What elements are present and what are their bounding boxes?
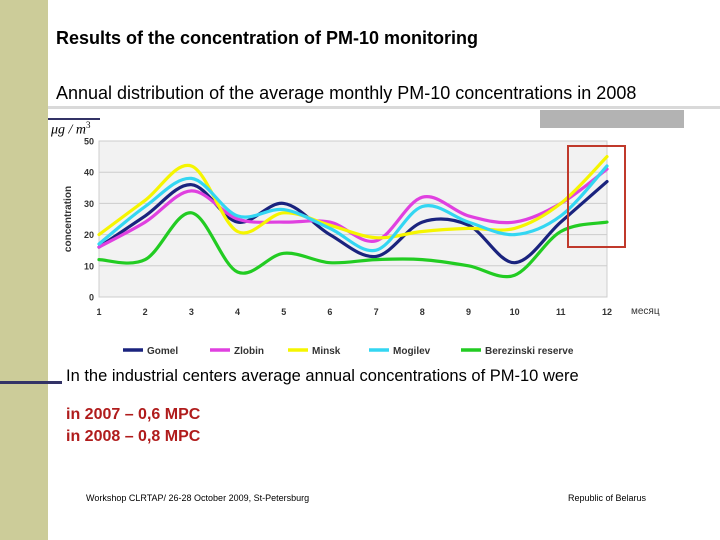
mpc-2007-text: in 2007 – 0,6 MPC [66, 406, 201, 423]
series-line-gomel [97, 180, 609, 265]
x-tick-label: 1 [96, 307, 101, 317]
series-line-berezinski-reserve [97, 211, 609, 279]
x-tick-label: 7 [374, 307, 379, 317]
series-line-minsk [97, 155, 609, 240]
left-accent-line [0, 381, 62, 384]
y-tick-label: 30 [84, 199, 94, 209]
slide-subtitle: Annual distribution of the average month… [56, 83, 637, 103]
x-axis-label: месяц [631, 306, 660, 317]
x-axis-ticks: 1 2 3 4 5 6 7 8 9 10 11 12 [96, 307, 612, 317]
series-lines [97, 155, 609, 279]
chart-legend: Gomel Zlobin Minsk Mogilev Berezinski reserv… [123, 346, 574, 357]
x-tick-label: 3 [189, 307, 194, 317]
header-accent-tick [48, 118, 100, 120]
y-tick-label: 0 [89, 293, 94, 303]
y-axis-label: concentration [63, 186, 74, 252]
legend-label-berezinski-reserve: Berezinski reserve [485, 346, 574, 357]
y-tick-label: 20 [84, 230, 94, 240]
unit-label: μg / m3 [51, 120, 91, 139]
highlight-box [567, 145, 626, 248]
y-axis-ticks: 0 10 20 30 40 50 [84, 137, 94, 303]
y-tick-label: 50 [84, 137, 94, 147]
unit-label-text: μg / m [51, 122, 87, 138]
x-tick-label: 2 [143, 307, 148, 317]
slide-left-accent-bar [0, 0, 48, 540]
legend-label-zlobin: Zlobin [234, 346, 264, 357]
x-tick-label: 11 [556, 307, 566, 317]
x-tick-label: 9 [466, 307, 471, 317]
x-tick-label: 4 [235, 307, 240, 317]
legend-label-mogilev: Mogilev [393, 346, 431, 357]
x-tick-label: 5 [281, 307, 286, 317]
legend-label-minsk: Minsk [312, 346, 341, 357]
footer-country: Republic of Belarus [568, 493, 647, 503]
header-divider [48, 106, 720, 109]
x-tick-label: 6 [327, 307, 332, 317]
x-tick-label: 10 [510, 307, 520, 317]
unit-label-exponent: 3 [86, 120, 91, 130]
header-accent-box [540, 110, 684, 128]
footer-workshop: Workshop CLRTAP/ 26-28 October 2009, St-… [86, 493, 310, 503]
series-line-zlobin [97, 167, 609, 249]
concentration-summary-text: In the industrial centers average annual… [66, 367, 579, 385]
slide-title: Results of the concentration of PM-10 mo… [56, 28, 479, 48]
x-tick-label: 8 [420, 307, 425, 317]
x-tick-label: 12 [602, 307, 612, 317]
mpc-2008-text: in 2008 – 0,8 MPC [66, 428, 201, 445]
legend-label-gomel: Gomel [147, 346, 178, 357]
y-tick-label: 10 [84, 261, 94, 271]
y-tick-label: 40 [84, 168, 94, 178]
slide-bottom-band [48, 528, 720, 540]
series-line-mogilev [97, 164, 609, 253]
